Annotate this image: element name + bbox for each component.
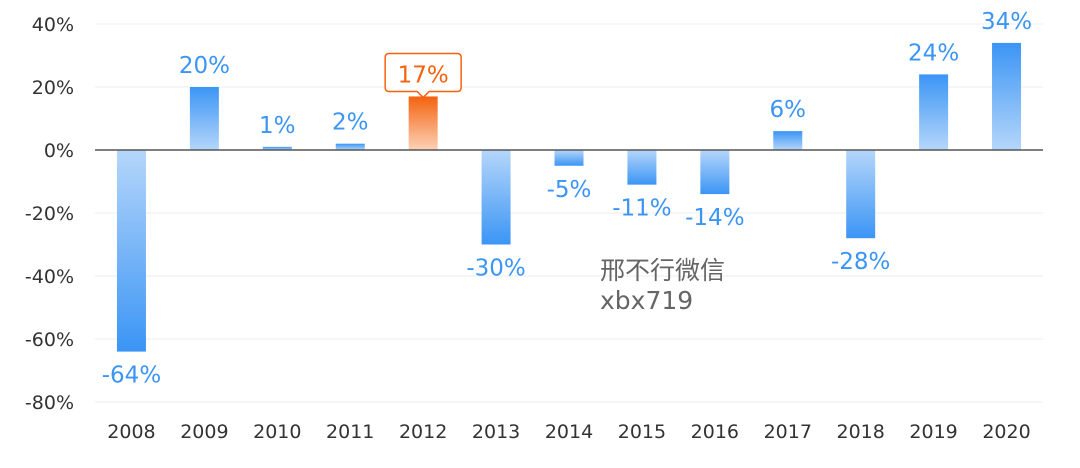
bar-2017 [773,131,803,150]
bar-2018 [846,150,876,239]
x-tick-label: 2009 [180,421,228,443]
watermark-line-1: 邢不行微信 [600,256,726,285]
x-tick-label: 2018 [837,421,885,443]
data-label-2015: -11% [612,196,671,222]
y-tick-label: -40% [25,266,74,288]
watermark: 邢不行微信 xbx719 [600,256,725,316]
bar-2014 [554,150,584,166]
x-tick-label: 2015 [618,421,666,443]
data-label-2013: -30% [466,256,525,282]
bar-2008 [116,150,146,352]
data-label-2020: 34% [981,9,1032,35]
grid-lines [95,23,1043,403]
x-tick-label: 2019 [909,421,957,443]
x-tick-label: 2016 [691,421,739,443]
data-label-2011: 2% [332,110,369,136]
data-label-2018: -28% [831,249,890,275]
bar-2013 [481,150,511,245]
bar-2010 [262,146,292,150]
bar-2009 [189,87,219,150]
data-label-2009: 20% [179,53,230,79]
bar-2015 [627,150,657,185]
x-tick-label: 2017 [764,421,812,443]
x-tick-label: 2012 [399,421,447,443]
highlight-callout [384,52,462,99]
data-label-2014: -5% [547,177,592,203]
data-label-2010: 1% [259,113,296,139]
data-labels: -64% 20% 1% 2% 17% -30% -5% -11% -14% 6% -28% 24% 34… [102,9,1032,389]
x-tick-label: 2020 [982,421,1030,443]
watermark-line-2: xbx719 [600,286,694,315]
bar-2020 [992,42,1022,150]
bar-2012 [408,96,438,150]
x-tick-label: 2008 [107,421,155,443]
bar-2019 [919,74,949,150]
data-label-2019: 24% [908,40,959,66]
x-tick-label: 2011 [326,421,374,443]
y-tick-label: 40% [32,14,74,36]
x-tick-label: 2013 [472,421,520,443]
data-label-2016: -14% [685,205,744,231]
y-tick-label: -20% [25,203,74,225]
data-label-2017: 6% [770,97,807,123]
axes: 40% 20% 0% -20% -40% -60% -80% 2008 2009 2010 2011… [25,14,1043,443]
y-tick-label: -80% [25,392,74,414]
y-tick-label: -60% [25,329,74,351]
data-label-2012: 17% [398,62,449,88]
data-label-2008: -64% [102,363,161,389]
y-tick-label: 0% [44,140,74,162]
bar-2011 [335,143,365,150]
y-tick-label: 20% [32,77,74,99]
x-tick-label: 2014 [545,421,593,443]
bar-2016 [700,150,730,195]
bars [116,42,1022,352]
x-tick-label: 2010 [253,421,301,443]
